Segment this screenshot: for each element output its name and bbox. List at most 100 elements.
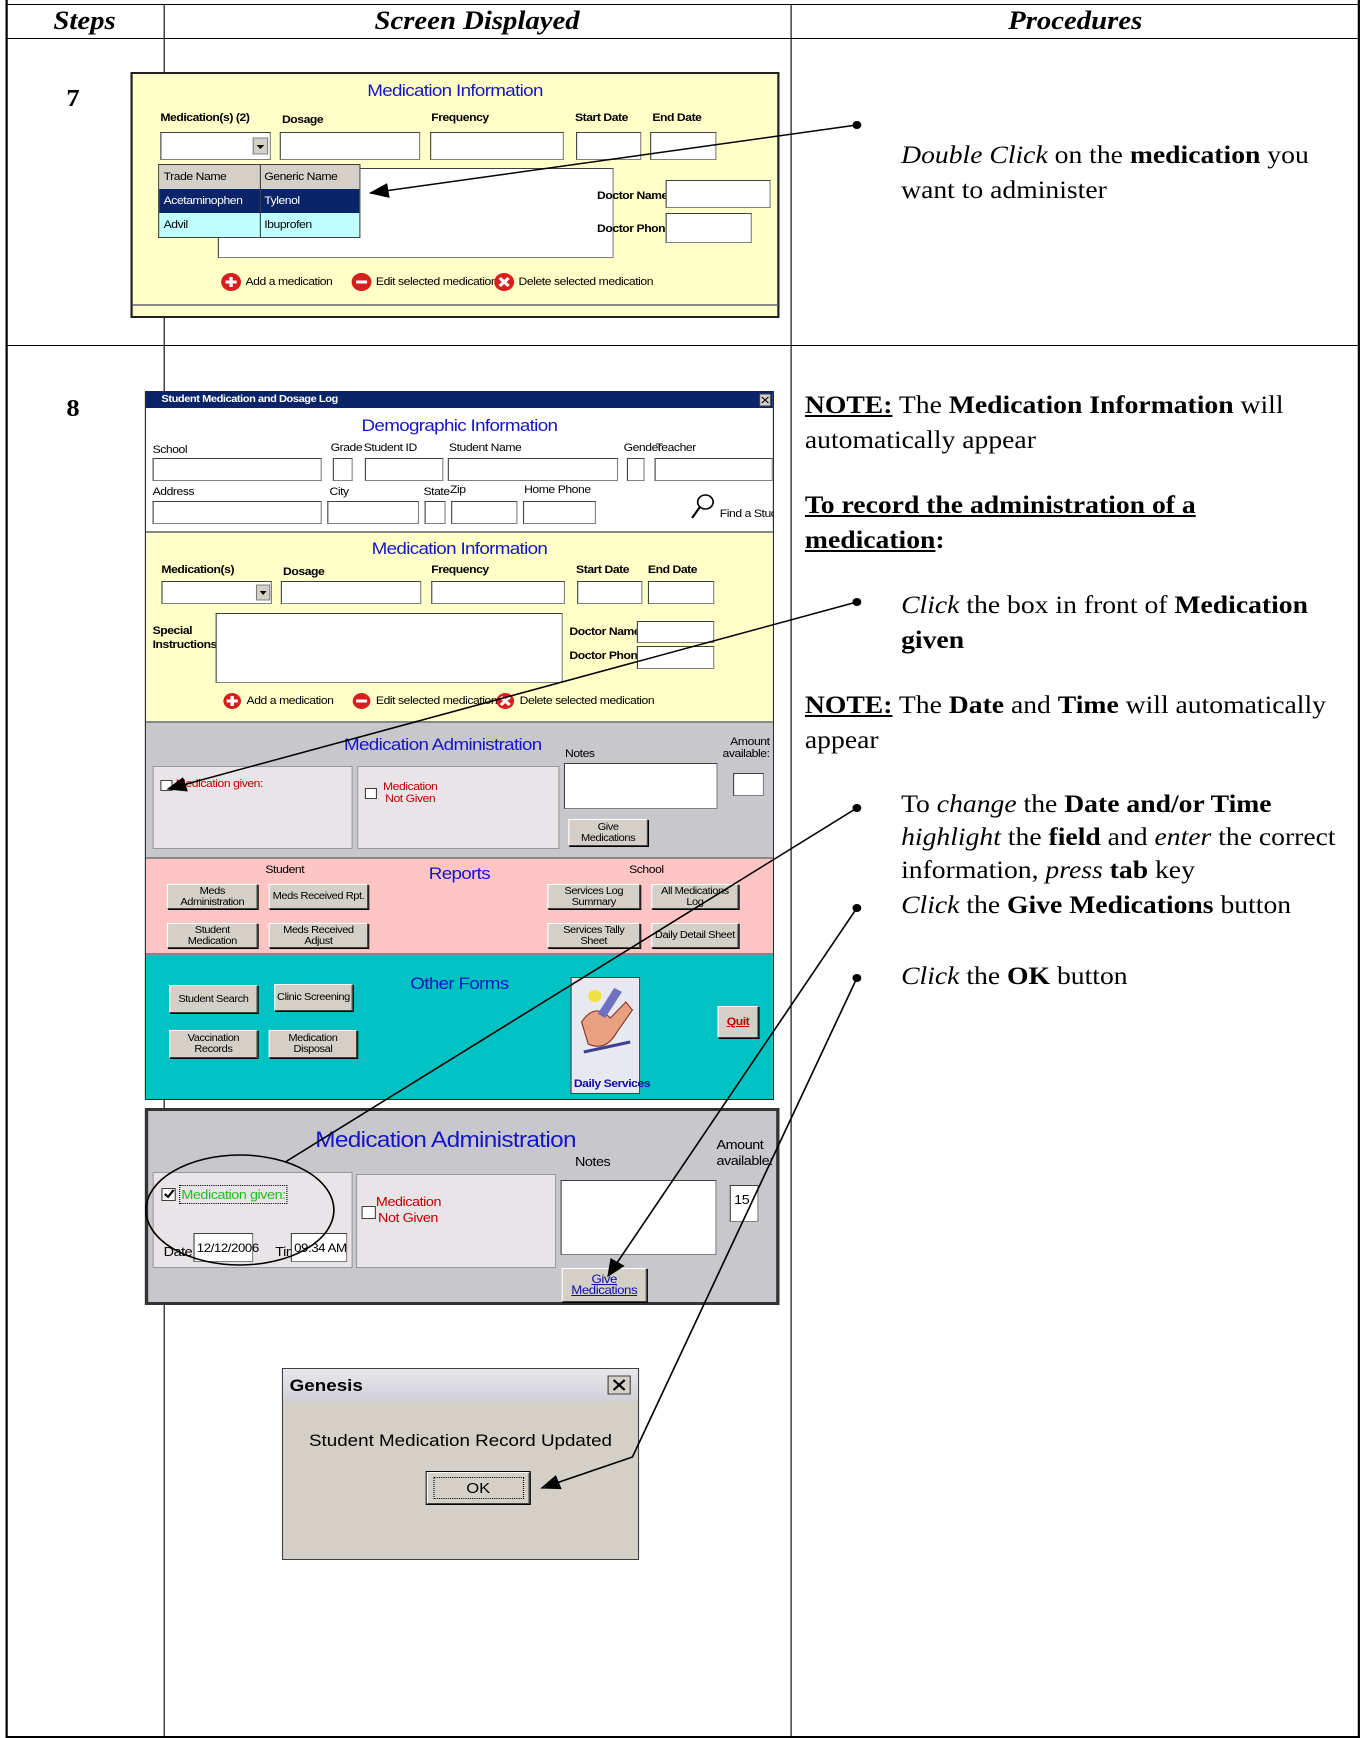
circle — [852, 598, 862, 606]
edit-icon[interactable] — [351, 273, 372, 291]
list-cell: Ibuprofen — [264, 219, 312, 231]
give-button[interactable]: Give Medications — [568, 819, 648, 846]
text: button — [1056, 963, 1128, 990]
report-button[interactable]: Meds Administration — [166, 884, 258, 909]
checkbox-label: Medication given: — [175, 778, 264, 790]
checkbox[interactable] — [364, 788, 378, 799]
action-label: Edit selected medication — [375, 276, 498, 288]
form-button[interactable]: Student Search — [169, 985, 258, 1013]
report-button[interactable]: Student Medication — [166, 923, 258, 948]
close-button[interactable] — [759, 393, 772, 407]
report-button[interactable]: Services Log Summary — [547, 884, 641, 909]
checkbox[interactable] — [161, 1188, 176, 1201]
note-label: NOTE: — [804, 392, 893, 419]
text-input[interactable] — [327, 501, 420, 524]
text-input[interactable] — [665, 213, 752, 243]
search-icon[interactable] — [690, 494, 714, 520]
combo-box[interactable] — [161, 581, 272, 604]
note: NOTE: The Date and Time will automatical… — [805, 688, 1352, 758]
step-number: 8 — [66, 396, 80, 422]
date-input[interactable]: 12/12/2006 — [193, 1233, 259, 1262]
list-cell: Advil — [163, 219, 189, 231]
edit-icon[interactable] — [352, 693, 371, 709]
checkbox[interactable] — [361, 1206, 376, 1219]
text-input[interactable] — [665, 180, 771, 208]
polygon — [256, 145, 265, 149]
administration-zoom: Medication Administration Notes Amount a… — [144, 1108, 780, 1305]
text-input[interactable] — [152, 501, 322, 524]
text-input[interactable] — [647, 581, 715, 604]
text-input[interactable] — [152, 458, 322, 481]
text-input[interactable] — [424, 501, 446, 524]
note: NOTE: The Medication Information will au… — [805, 388, 1352, 458]
amount-input[interactable]: 15 — [729, 1185, 759, 1222]
text: on the — [1054, 142, 1123, 169]
path — [691, 506, 701, 519]
text-input[interactable] — [431, 581, 565, 604]
report-button[interactable]: All Medications Log — [651, 884, 739, 909]
report-button[interactable]: Meds Received Rpt. — [268, 884, 369, 909]
field-label: State — [423, 486, 450, 498]
close-button[interactable] — [607, 1375, 631, 1395]
u: NOTE: — [805, 392, 893, 419]
text-input[interactable] — [280, 581, 422, 604]
text-area[interactable] — [215, 613, 563, 683]
delete-icon[interactable] — [494, 273, 515, 291]
text-input[interactable] — [626, 458, 645, 481]
text-input[interactable] — [332, 458, 353, 481]
field-label: School — [152, 444, 188, 456]
delete-icon[interactable] — [496, 693, 515, 709]
text-input[interactable] — [654, 458, 773, 481]
quit-label: Quit — [726, 1015, 750, 1028]
quit-button[interactable]: Quit — [717, 1006, 759, 1038]
ok-focus: OK — [432, 1477, 524, 1499]
text-input[interactable] — [636, 646, 715, 669]
text-input[interactable] — [636, 621, 715, 643]
checkbox[interactable] — [160, 780, 173, 791]
field-label: Student Name — [448, 442, 522, 454]
emphasis: Medication Information — [948, 392, 1234, 419]
report-button[interactable]: Meds Received Adjust — [268, 923, 369, 948]
report-button[interactable]: Daily Detail Sheet — [651, 923, 739, 948]
text: the — [966, 963, 1001, 990]
text-input[interactable] — [577, 581, 643, 604]
form-button[interactable]: Clinic Screening — [274, 984, 353, 1011]
text-input[interactable] — [522, 501, 596, 524]
text: The — [898, 392, 942, 419]
text-input[interactable] — [447, 458, 619, 481]
text-input[interactable] — [430, 132, 564, 160]
column-line — [790, 4, 792, 1738]
text-input[interactable] — [451, 501, 518, 524]
find-label[interactable]: Find a Student — [719, 508, 773, 520]
notes-area[interactable] — [560, 1180, 717, 1255]
add-icon[interactable] — [223, 693, 242, 709]
time-input[interactable]: 09:34 AM — [290, 1233, 348, 1262]
report-button[interactable]: Services Tally Sheet — [547, 923, 641, 948]
give-button[interactable]: Give Medications — [561, 1268, 647, 1302]
field-label: Amount available: — [722, 736, 770, 760]
form-button[interactable]: Medication Disposal — [268, 1030, 358, 1058]
notes-area[interactable] — [563, 763, 718, 809]
procedure-step: Click the OK button — [901, 960, 1349, 993]
emphasis: field — [1048, 824, 1101, 851]
list-cell: Acetaminophen — [163, 195, 243, 207]
emphasis: medication — [1129, 142, 1261, 169]
note-label: NOTE: — [804, 692, 893, 719]
add-icon[interactable] — [221, 273, 242, 291]
selected-row[interactable] — [159, 189, 360, 213]
field-label: Doctor Phone — [597, 223, 672, 235]
text-input[interactable] — [576, 132, 642, 160]
column-divider — [259, 165, 261, 237]
combo-box[interactable] — [160, 132, 271, 160]
circle — [852, 974, 862, 982]
amount-input[interactable] — [733, 773, 765, 796]
form-button[interactable]: Vaccination Records — [169, 1030, 258, 1058]
section-title: Medication Administration — [344, 735, 542, 754]
text-input[interactable] — [650, 132, 717, 160]
daily-services-button[interactable]: Daily Services — [570, 977, 651, 1094]
ok-button[interactable]: OK — [426, 1472, 530, 1504]
checkbox-label: Medication Not Given — [375, 1194, 442, 1225]
text-input[interactable] — [364, 458, 444, 481]
text: the — [966, 892, 1001, 919]
text-input[interactable] — [279, 132, 421, 160]
